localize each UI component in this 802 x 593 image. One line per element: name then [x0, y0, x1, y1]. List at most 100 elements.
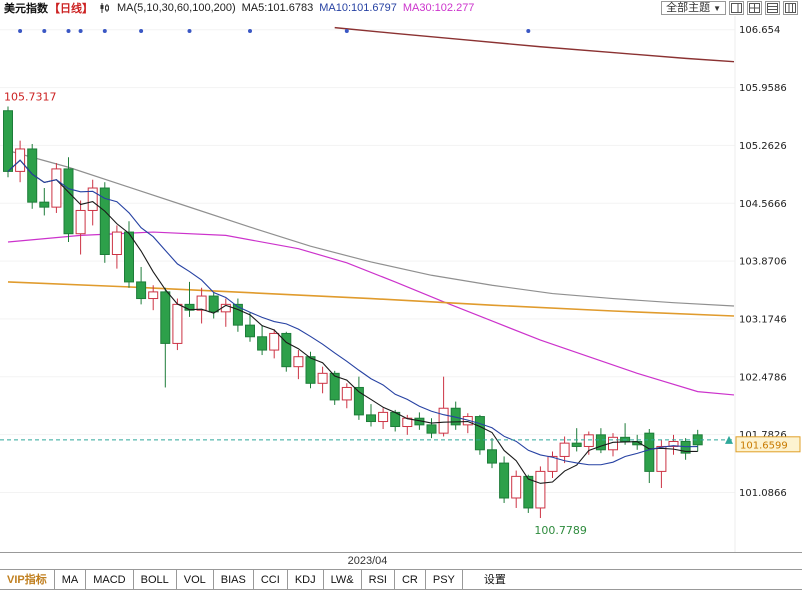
candle-body	[329, 372, 340, 401]
candle-body	[595, 434, 606, 451]
candle-body	[438, 407, 449, 434]
event-marker-dot	[102, 29, 107, 33]
period-label: 【日线】	[49, 3, 93, 15]
indicator-tab-9[interactable]: RSI	[362, 570, 395, 589]
candle-body	[3, 110, 13, 172]
y-axis-tick-label: 104.5666	[739, 199, 787, 210]
candle-body	[87, 187, 98, 211]
y-axis-tick-label: 105.9586	[739, 83, 787, 94]
theme-selector-button[interactable]: 全部主题 ▼	[661, 1, 726, 15]
y-axis-tick-label: 101.7826	[739, 430, 787, 441]
candle-body	[305, 356, 316, 384]
candle-body	[535, 470, 546, 509]
indicator-tab-1[interactable]: MA	[55, 570, 87, 589]
candle-body	[366, 414, 376, 423]
candle-body	[136, 281, 147, 300]
indicator-tab-0[interactable]: VIP指标	[0, 570, 55, 589]
indicator-tab-8[interactable]: LW&	[324, 570, 362, 589]
candle-body	[644, 432, 655, 472]
candle-body	[196, 295, 207, 311]
header-controls: 全部主题 ▼	[661, 1, 802, 15]
candle-body	[172, 303, 183, 344]
candle-body	[341, 386, 352, 401]
layout-columns-icon[interactable]	[783, 1, 798, 15]
event-marker-dot	[18, 29, 23, 33]
candle-body	[474, 416, 485, 451]
indicator-tab-4[interactable]: VOL	[177, 570, 214, 589]
x-axis-row: 2023/04	[0, 552, 802, 569]
chevron-down-icon: ▼	[713, 3, 721, 13]
candle-body	[511, 475, 522, 499]
ma-line-ma60	[7, 150, 735, 307]
candle-body	[257, 336, 268, 351]
candle-body	[462, 416, 473, 426]
indicator-tab-2[interactable]: MACD	[86, 570, 134, 589]
event-marker-dot	[139, 29, 144, 33]
x-axis-date-label: 2023/04	[347, 555, 388, 567]
indicator-tab-5[interactable]: BIAS	[214, 570, 254, 589]
candle-body	[232, 303, 243, 326]
y-axis-tick-label: 103.8706	[739, 257, 787, 268]
candle-body	[269, 332, 280, 351]
reference-arrow-icon	[725, 435, 733, 444]
candle-body	[317, 372, 328, 384]
indicator-tab-6[interactable]: CCI	[254, 570, 288, 589]
ma-line-ma200	[334, 26, 735, 63]
chart-type-icon[interactable]	[99, 2, 111, 14]
ma-line-ma5	[7, 159, 698, 484]
event-marker-dot	[187, 29, 192, 33]
candle-body	[51, 168, 62, 208]
candle-body	[680, 440, 691, 454]
candle-body	[583, 434, 594, 447]
ma-line-ma10	[7, 159, 698, 466]
ma-line-ma30	[7, 231, 735, 396]
ma5-value: MA5:101.6783	[241, 2, 314, 14]
candle-body	[111, 231, 122, 255]
symbol-name: 美元指数	[4, 3, 48, 15]
ma10-value: MA10:101.6797	[319, 2, 397, 14]
chart-header: 美元指数 【日线】 MA(5,10,30,60,100,200) MA5:101…	[0, 0, 802, 16]
indicator-tab-10[interactable]: CR	[395, 570, 426, 589]
event-marker-dot	[42, 29, 47, 33]
layout-single-pane-icon[interactable]	[729, 1, 744, 15]
layout-grid-icon[interactable]	[747, 1, 762, 15]
high-price-label: 105.7317	[4, 90, 57, 103]
y-axis-tick-label: 102.4786	[739, 372, 787, 383]
event-marker-dot	[78, 29, 83, 33]
event-marker-dot	[526, 29, 531, 33]
last-price-box	[735, 436, 801, 453]
indicator-tab-3[interactable]: BOLL	[134, 570, 177, 589]
candle-body	[353, 386, 364, 416]
y-axis-tick-label: 103.1746	[739, 314, 787, 325]
candle-body	[148, 291, 159, 300]
theme-selector-label: 全部主题	[666, 1, 711, 14]
candle-body	[547, 455, 558, 472]
candle-body	[99, 187, 110, 255]
candle-body	[160, 291, 171, 344]
candle-body	[75, 209, 86, 235]
candle-body	[559, 442, 570, 457]
y-axis-tick-label: 101.0866	[739, 488, 787, 499]
y-axis-tick-label: 105.2626	[739, 141, 787, 152]
candle-body	[245, 324, 255, 338]
candle-body	[656, 445, 667, 472]
candle-body	[27, 148, 38, 203]
indicator-tab-11[interactable]: PSY	[426, 570, 463, 589]
event-marker-dot	[66, 29, 71, 33]
candle-body	[523, 475, 534, 509]
event-marker-dot	[344, 29, 349, 33]
candle-body	[208, 295, 219, 313]
indicator-tab-12[interactable]: 设置	[483, 574, 506, 586]
candle-body	[499, 462, 510, 499]
ma-settings-label[interactable]: MA(5,10,30,60,100,200)	[117, 2, 236, 14]
layout-rows-icon[interactable]	[765, 1, 780, 15]
candle-body	[378, 411, 389, 423]
event-marker-dot	[248, 29, 252, 33]
candlestick-chart[interactable]: 106.654 105.9586 105.2626 104.5666 103.8706 1…	[0, 16, 802, 552]
indicator-toolbar: VIP指标 MA MACD BOLL VOL BIAS CCI KDJ LW& RSI CR PSY 设…	[0, 569, 802, 590]
ma30-value: MA30:102.277	[402, 2, 475, 14]
candle-body	[487, 449, 497, 464]
y-axis-tick-label: 106.654	[739, 25, 780, 36]
low-price-label: 100.7789	[534, 524, 587, 537]
indicator-tab-7[interactable]: KDJ	[288, 570, 324, 589]
